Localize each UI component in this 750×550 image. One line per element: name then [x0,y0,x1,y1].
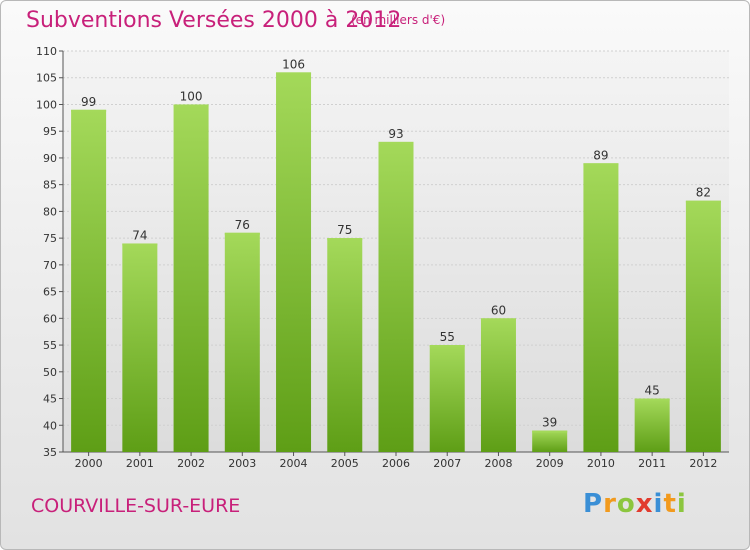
bar [429,345,465,452]
bar-highlight [378,141,414,144]
bar-highlight [327,238,363,241]
x-tick-label: 2001 [126,457,154,470]
x-tick-label: 2007 [433,457,461,470]
bar [71,109,107,453]
bar-highlight [480,318,516,321]
chart-subtitle: (en milliers d'€) [351,13,446,27]
bar-highlight [224,232,260,235]
y-tick-label: 90 [43,152,57,165]
y-tick-label: 100 [36,98,57,111]
logo-letter: t [663,489,677,519]
y-tick-label: 40 [43,419,57,432]
bar [327,238,363,452]
y-tick-label: 80 [43,205,57,218]
x-tick-label: 2006 [382,457,410,470]
x-tick-label: 2011 [638,457,666,470]
label-layer: 99 74 100 76 106 75 93 55 60 39 89 45 82 [81,57,711,429]
y-tick-label: 75 [43,232,57,245]
bar-highlight [685,200,721,203]
bar [583,163,619,452]
logo-letter: r [603,489,617,519]
bar [634,398,670,452]
y-tick-label: 35 [43,446,57,459]
y-tick-label: 110 [36,45,57,58]
bar [173,104,209,452]
chart-title: Subventions Versées 2000 à 2012 [26,8,402,33]
bar-highlight [583,163,619,166]
data-label: 89 [593,148,608,162]
data-label: 82 [696,186,711,200]
bar-highlight [532,430,568,433]
x-tick-label: 2002 [177,457,205,470]
data-label: 55 [440,330,455,344]
data-label: 74 [132,228,147,242]
data-label: 76 [235,218,250,232]
x-tick-label: 2010 [587,457,615,470]
bar-layer [71,72,721,453]
x-tick-label: 2008 [484,457,512,470]
bar-highlight [276,72,312,75]
commune-name: COURVILLE-SUR-EURE [31,495,241,517]
y-tick-label: 45 [43,393,57,406]
bar-highlight [122,243,158,246]
proxiti-logo[interactable]: Proxiti [583,489,687,519]
x-tick-label: 2005 [331,457,359,470]
x-tick-label: 2003 [228,457,256,470]
data-label: 93 [388,127,403,141]
x-tick-label: 2004 [280,457,308,470]
x-tick-label: 2009 [536,457,564,470]
bar [480,318,516,452]
y-tick-label: 70 [43,259,57,272]
bar [276,72,312,453]
x-tick-label: 2012 [689,457,717,470]
data-label: 60 [491,303,506,317]
logo-letter: P [583,489,604,519]
logo-letter: i [653,489,664,519]
bar [122,243,158,452]
logo-letter: i [676,489,687,519]
y-tick-label: 95 [43,125,57,138]
bar-highlight [634,398,670,401]
logo-letter: x [635,489,654,519]
data-label: 75 [337,223,352,237]
bar-highlight [173,104,209,107]
data-label: 45 [645,384,660,398]
data-label: 100 [180,89,203,103]
bar [378,141,414,453]
y-tick-label: 50 [43,366,57,379]
data-label: 39 [542,416,557,430]
x-tick-label: 2000 [75,457,103,470]
y-tick-label: 85 [43,179,57,192]
bar [685,200,721,452]
y-tick-label: 65 [43,286,57,299]
bar [224,232,260,452]
data-label: 106 [282,57,305,71]
y-tick-label: 55 [43,339,57,352]
data-label: 99 [81,95,96,109]
bar-highlight [71,109,107,112]
bar [532,430,568,452]
axis-layer: 35 40 45 50 55 60 65 70 75 80 85 90 95 100 105 110 2000 2… [36,45,729,470]
bar-highlight [429,345,465,348]
y-tick-label: 60 [43,312,57,325]
y-tick-label: 105 [36,72,57,85]
logo-letter: o [616,489,636,519]
